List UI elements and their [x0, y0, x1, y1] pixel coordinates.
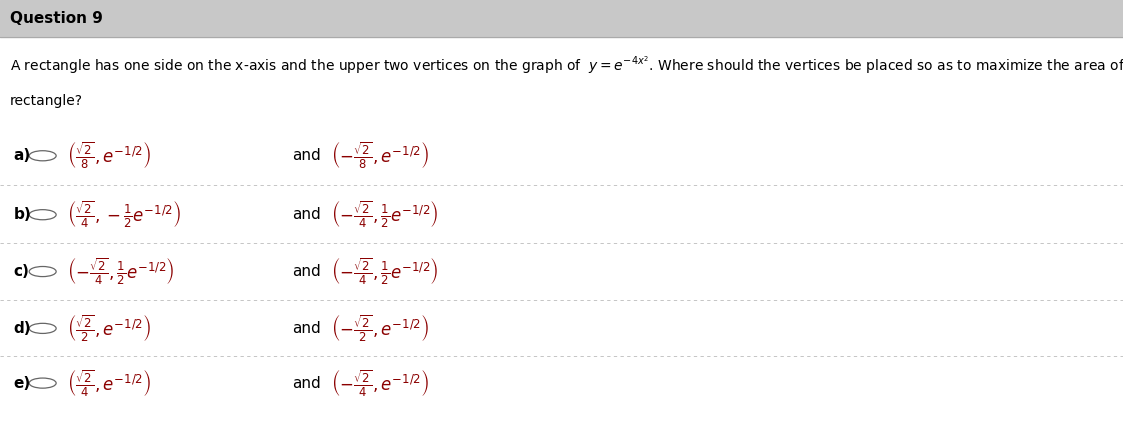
Text: $\left(-\frac{\sqrt{2}}{4}, \frac{1}{2}e^{-1/2}\right)$: $\left(-\frac{\sqrt{2}}{4}, \frac{1}{2}e… — [67, 256, 175, 287]
Text: rectangle?: rectangle? — [10, 94, 83, 108]
Text: A rectangle has one side on the x-axis and the upper two vertices on the graph o: A rectangle has one side on the x-axis a… — [10, 54, 1123, 75]
Text: b): b) — [13, 207, 31, 222]
Text: and: and — [292, 376, 321, 391]
Text: $\left(-\frac{\sqrt{2}}{8}, e^{-1/2}\right)$: $\left(-\frac{\sqrt{2}}{8}, e^{-1/2}\rig… — [331, 140, 429, 171]
Text: $\left(-\frac{\sqrt{2}}{2}, e^{-1/2}\right)$: $\left(-\frac{\sqrt{2}}{2}, e^{-1/2}\rig… — [331, 313, 429, 344]
Text: Question 9: Question 9 — [10, 11, 103, 26]
Text: d): d) — [13, 321, 31, 336]
Text: and: and — [292, 148, 321, 163]
Text: $\left(-\frac{\sqrt{2}}{4}, \frac{1}{2}e^{-1/2}\right)$: $\left(-\frac{\sqrt{2}}{4}, \frac{1}{2}e… — [331, 256, 439, 287]
Text: and: and — [292, 264, 321, 279]
Bar — [0, 0, 1123, 37]
Text: $\left(\frac{\sqrt{2}}{2}, e^{-1/2}\right)$: $\left(\frac{\sqrt{2}}{2}, e^{-1/2}\righ… — [67, 313, 152, 344]
Text: $\left(-\frac{\sqrt{2}}{4}, e^{-1/2}\right)$: $\left(-\frac{\sqrt{2}}{4}, e^{-1/2}\rig… — [331, 368, 429, 399]
Text: a): a) — [13, 148, 30, 163]
Text: c): c) — [13, 264, 29, 279]
Text: $\left(\frac{\sqrt{2}}{8}, e^{-1/2}\right)$: $\left(\frac{\sqrt{2}}{8}, e^{-1/2}\righ… — [67, 140, 152, 171]
Text: e): e) — [13, 376, 30, 391]
Text: $\left(\frac{\sqrt{2}}{4}, e^{-1/2}\right)$: $\left(\frac{\sqrt{2}}{4}, e^{-1/2}\righ… — [67, 368, 152, 399]
Text: $\left(-\frac{\sqrt{2}}{4}, \frac{1}{2}e^{-1/2}\right)$: $\left(-\frac{\sqrt{2}}{4}, \frac{1}{2}e… — [331, 199, 439, 230]
Text: and: and — [292, 321, 321, 336]
Text: $\left(\frac{\sqrt{2}}{4}, -\frac{1}{2}e^{-1/2}\right)$: $\left(\frac{\sqrt{2}}{4}, -\frac{1}{2}e… — [67, 199, 182, 230]
Text: and: and — [292, 207, 321, 222]
